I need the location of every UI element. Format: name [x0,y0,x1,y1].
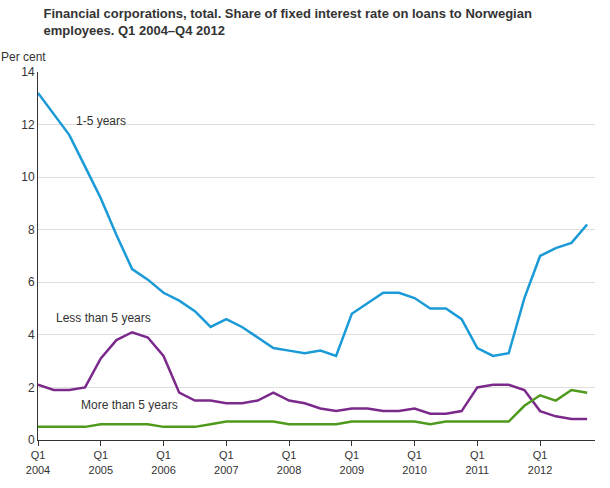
svg-text:Q12004: Q12004 [26,449,50,475]
svg-text:Financial corporations, total.: Financial corporations, total. Share of … [44,6,532,38]
svg-text:8: 8 [28,223,35,237]
svg-text:Q12011: Q12011 [465,449,489,475]
svg-text:Q12006: Q12006 [151,449,175,475]
svg-text:12: 12 [21,118,35,132]
svg-text:More than 5 years: More than 5 years [81,398,178,412]
svg-text:Q12010: Q12010 [402,449,426,475]
svg-text:Q12005: Q12005 [89,449,113,475]
svg-text:Per cent: Per cent [1,50,46,64]
svg-text:0: 0 [28,433,35,447]
svg-text:1-5 years: 1-5 years [76,114,126,128]
svg-text:Q12008: Q12008 [277,449,301,475]
svg-text:Q12007: Q12007 [214,449,238,475]
svg-text:10: 10 [21,170,35,184]
svg-text:14: 14 [21,65,35,79]
svg-text:2: 2 [28,381,35,395]
svg-text:Less than 5 years: Less than 5 years [56,311,151,325]
svg-text:6: 6 [28,275,35,289]
svg-text:4: 4 [28,328,35,342]
svg-text:Q12009: Q12009 [340,449,364,475]
svg-text:Q12012: Q12012 [528,449,552,475]
